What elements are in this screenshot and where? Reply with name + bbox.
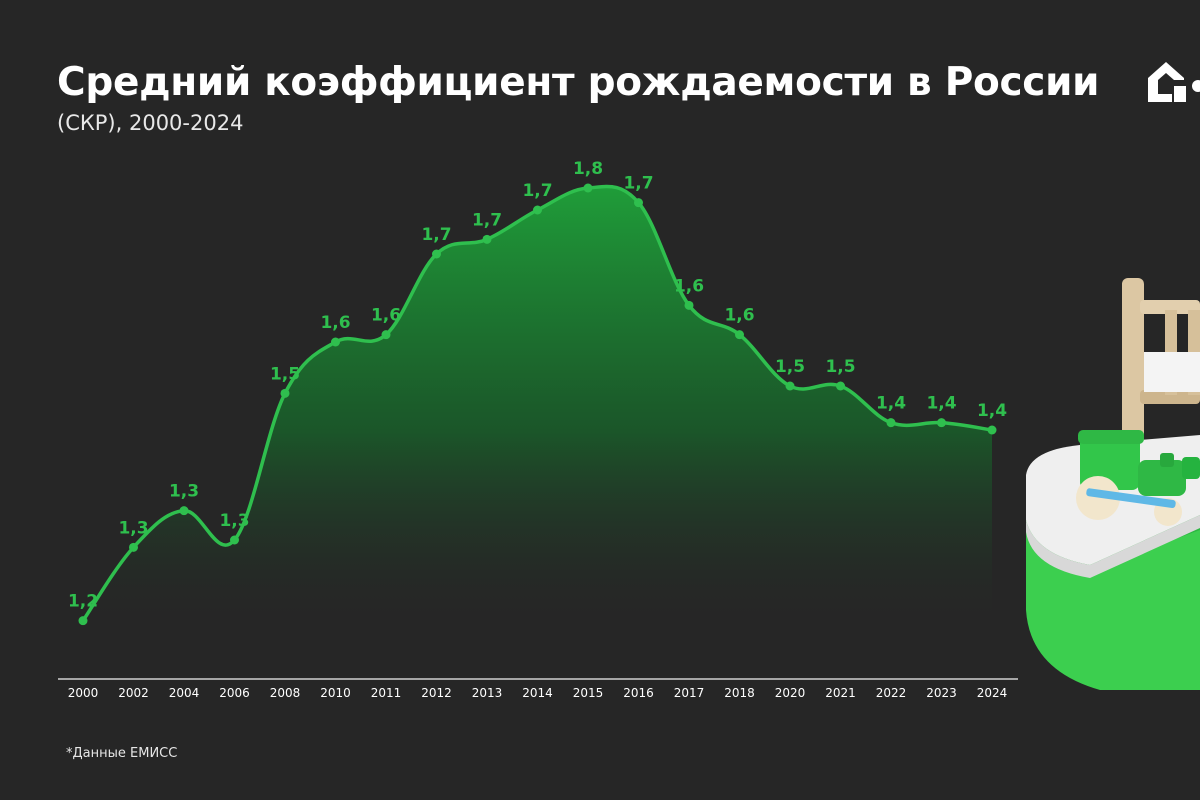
data-label: 1,4 (876, 394, 906, 414)
data-label: 1,3 (219, 511, 249, 531)
data-label: 1,6 (320, 313, 350, 333)
x-tick-label: 2024 (977, 686, 1008, 700)
x-tick-label: 2010 (320, 686, 351, 700)
data-point (785, 381, 795, 391)
x-tick-label: 2020 (775, 686, 806, 700)
crib-mattress-toy-train-illustration (1026, 278, 1200, 690)
data-point (583, 183, 593, 193)
series-line (81, 184, 994, 623)
x-tick-label: 2022 (876, 686, 907, 700)
data-label: 1,6 (724, 306, 754, 326)
data-label: 1,3 (118, 518, 148, 538)
x-tick-label: 2017 (674, 686, 705, 700)
data-point (230, 535, 239, 545)
data-label: 1,4 (926, 394, 956, 414)
data-label: 1,2 (68, 592, 98, 612)
x-tick-label: 2015 (573, 686, 604, 700)
x-tick-label: 2011 (371, 686, 402, 700)
data-point (735, 330, 744, 340)
x-tick-label: 2008 (270, 686, 301, 700)
data-label: 1,5 (270, 364, 300, 384)
x-tick-label: 2013 (472, 686, 503, 700)
data-point (836, 381, 845, 391)
data-label: 1,8 (573, 159, 603, 179)
data-point (381, 330, 391, 340)
x-tick-label: 2012 (421, 686, 452, 700)
x-tick-label: 2004 (169, 686, 200, 700)
data-point (987, 425, 997, 435)
data-label: 1,7 (421, 225, 451, 245)
data-label: 1,5 (775, 357, 805, 377)
data-label: 1,6 (674, 276, 704, 296)
data-point (280, 388, 290, 398)
x-tick-label: 2006 (219, 686, 250, 700)
data-point (634, 198, 643, 208)
data-point (533, 205, 542, 215)
x-tick-label: 2023 (926, 686, 957, 700)
data-label: 1,7 (623, 174, 653, 194)
area-fill (83, 186, 992, 632)
x-tick-label: 2018 (724, 686, 755, 700)
data-label: 1,7 (522, 181, 552, 201)
x-tick-label: 2002 (118, 686, 149, 700)
data-point (331, 337, 340, 347)
data-point (179, 506, 189, 516)
house-logo-icon (1148, 62, 1200, 102)
data-label: 1,5 (825, 357, 855, 377)
chart-title: Средний коэффициент рождаемости в России (57, 60, 1100, 105)
footnote: *Данные ЕМИСС (66, 746, 178, 761)
x-tick-label: 2000 (68, 686, 99, 700)
data-point (129, 542, 138, 552)
x-tick-label: 2016 (623, 686, 654, 700)
data-point (432, 249, 441, 259)
data-label: 1,4 (977, 401, 1007, 421)
data-point (886, 418, 896, 428)
data-label: 1,6 (371, 306, 401, 326)
data-label: 1,7 (472, 210, 502, 230)
data-point (482, 234, 492, 244)
chart-subtitle: (СКР), 2000-2024 (57, 111, 244, 135)
x-tick-label: 2021 (825, 686, 856, 700)
x-tick-label: 2014 (522, 686, 553, 700)
data-point (684, 300, 694, 310)
data-label: 1,3 (169, 482, 199, 502)
data-point (78, 616, 88, 626)
data-point (937, 418, 946, 428)
